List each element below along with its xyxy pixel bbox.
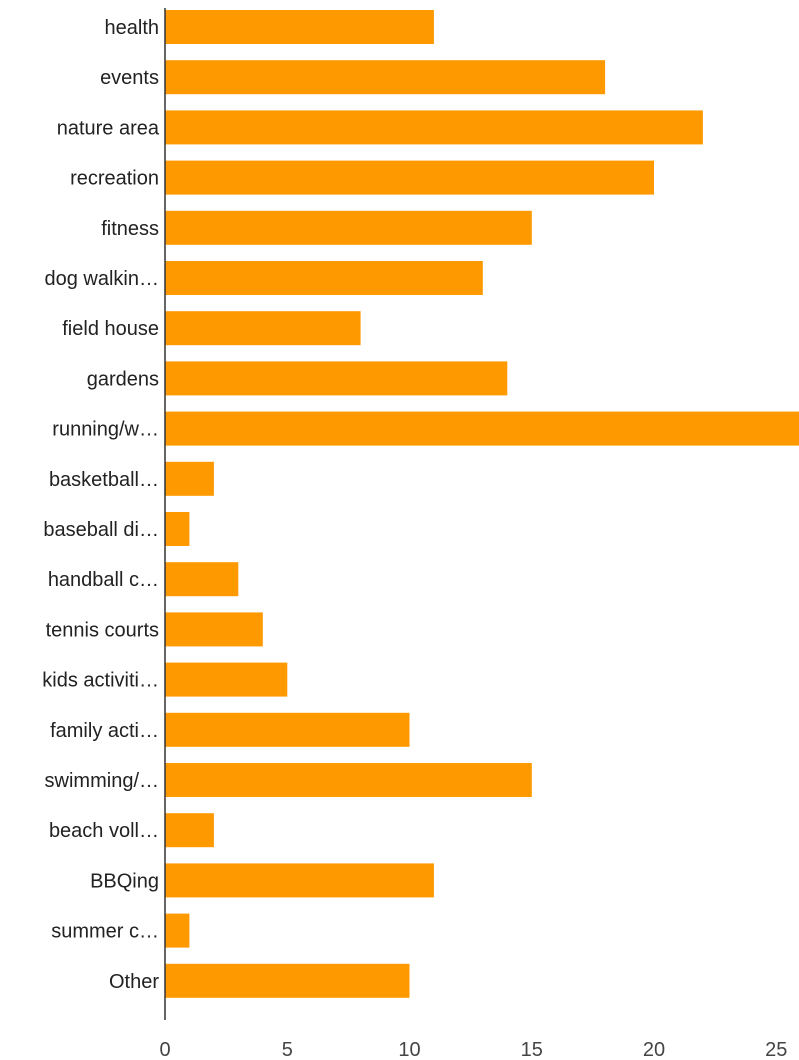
bar [165,411,799,446]
category-label: kids activiti… [42,670,159,692]
bar [165,311,361,346]
category-label: beach voll… [49,820,159,842]
bar [165,763,532,797]
x-tick-label: 20 [643,1039,665,1060]
x-tick-labels-group: 0 5 10 15 20 25 [159,1039,787,1060]
bar [165,210,532,245]
x-tick-label: 15 [521,1039,543,1060]
bar [165,261,483,295]
x-tick-label: 5 [282,1039,293,1060]
bar [165,712,410,747]
bar [165,160,654,195]
category-label: recreation [70,168,159,190]
category-label: events [100,67,159,89]
bar [165,60,606,95]
category-label: Other [109,971,159,993]
category-label: baseball di… [43,519,159,541]
category-label: family acti… [50,720,159,742]
bar [165,110,703,145]
category-label: fitness [101,218,159,240]
category-label: BBQing [90,870,159,892]
category-label: health [105,17,160,39]
bar [165,612,263,647]
bar [165,10,434,44]
x-tick-label: 0 [159,1039,170,1060]
category-label: swimming/… [45,770,159,792]
x-tick-label: 25 [765,1039,787,1060]
bar [165,813,214,848]
category-label: tennis courts [46,619,159,641]
bar [165,863,434,898]
category-label: field house [62,318,159,340]
bars-group [165,10,799,998]
category-label: nature area [57,117,160,139]
bar [165,461,214,496]
category-label: basketball… [49,469,159,491]
category-label: handball c… [48,569,159,591]
category-label: summer c… [51,921,159,943]
category-label: running/w… [52,419,159,441]
bar [165,562,239,597]
category-label: gardens [87,368,159,390]
x-tick-label: 10 [398,1039,420,1060]
bar [165,662,288,697]
bar [165,963,410,998]
bar [165,913,190,948]
bar [165,512,190,546]
bar [165,361,508,396]
category-labels-group: health events nature area recreation fitness… [42,17,160,993]
category-label: dog walkin… [44,268,159,290]
